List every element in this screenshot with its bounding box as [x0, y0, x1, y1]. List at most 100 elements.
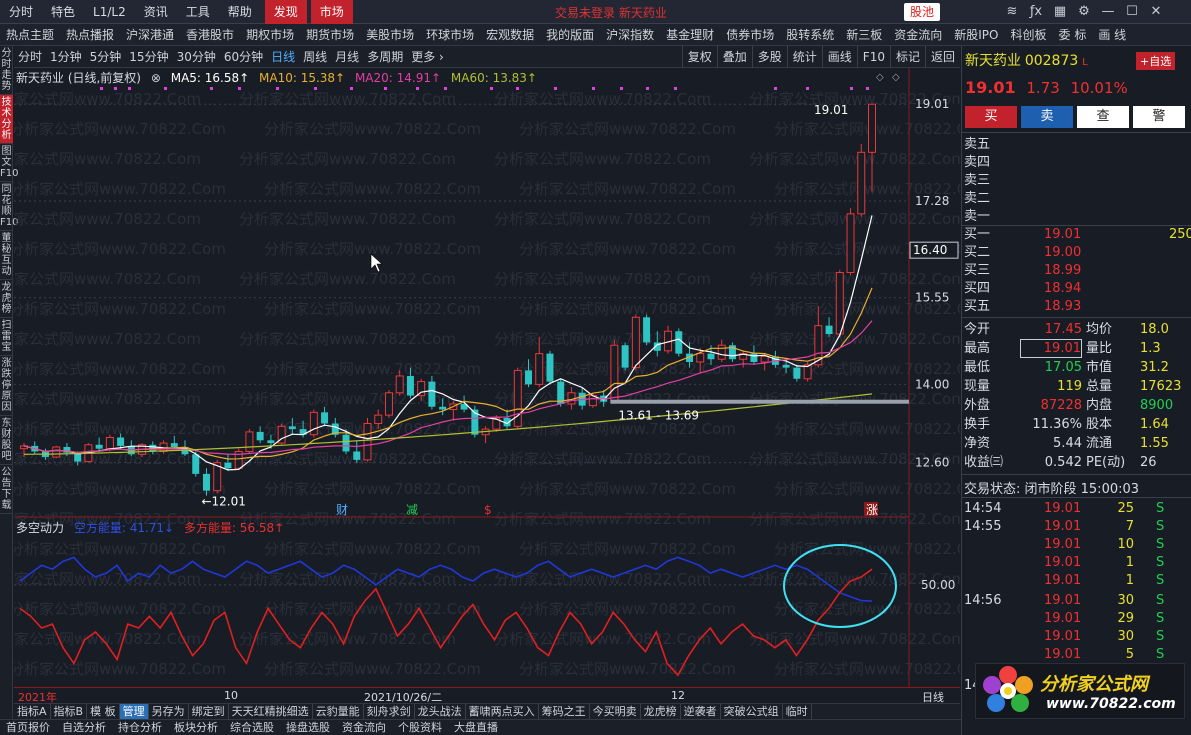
period-fenshi[interactable]: 分时	[18, 49, 43, 64]
menu-item-shichang[interactable]: 市场	[310, 0, 353, 24]
bottom-nav-item[interactable]: 板块分析	[174, 720, 218, 734]
tool-tongji[interactable]: 统计	[786, 45, 822, 68]
tool-diejia[interactable]: 叠加	[716, 45, 752, 68]
bottom-nav-item[interactable]: 持仓分析	[118, 720, 162, 734]
nav-item[interactable]: 期权市场	[246, 27, 295, 42]
indicator-tab[interactable]: 临时	[783, 704, 812, 719]
left-tab[interactable]: 图文F10	[0, 144, 18, 182]
nav-item[interactable]: 热点主题	[6, 27, 55, 42]
query-button[interactable]: 查	[1077, 106, 1129, 128]
stock-pool-button[interactable]: 股池	[904, 3, 941, 21]
nav-item[interactable]: 股转系统	[786, 27, 835, 42]
menu-item-fenshi[interactable]: 分时	[9, 4, 34, 19]
left-tab[interactable]: 东财股吧	[0, 416, 13, 465]
layers-icon[interactable]: ≋	[1006, 4, 1018, 19]
period-60min[interactable]: 60分钟	[223, 49, 264, 64]
period-5min[interactable]: 5分钟	[89, 49, 122, 64]
tool-fanhui[interactable]: 返回	[924, 45, 960, 68]
indicator-tab[interactable]: 逆袭者	[681, 704, 721, 719]
menu-item-bangzhu[interactable]: 帮助	[227, 4, 252, 19]
indicator-tab[interactable]: 今买明卖	[590, 704, 641, 719]
bottom-nav-item[interactable]: 个股资料	[398, 720, 442, 734]
left-tab[interactable]: 龙虎榜	[0, 280, 13, 318]
event-mark[interactable]: $	[484, 503, 492, 517]
nav-item[interactable]: 债券市场	[726, 27, 775, 42]
nav-item[interactable]: 香港股市	[186, 27, 235, 42]
nav-item[interactable]: 新三板	[846, 27, 883, 42]
indicator-tab[interactable]: 突破公式组	[721, 704, 783, 719]
event-mark[interactable]: 减	[406, 503, 418, 517]
period-monthly[interactable]: 月线	[335, 49, 360, 64]
formula-icon[interactable]: ƒx	[1029, 4, 1043, 19]
indicator-tab[interactable]: 刻舟求剑	[364, 704, 415, 719]
bottom-nav-item[interactable]: 首页报价	[6, 720, 50, 734]
indicator-tab[interactable]: 绑定到	[189, 704, 229, 719]
indicator-tab[interactable]: 模 板	[87, 704, 120, 719]
nav-item[interactable]: 期货市场	[306, 27, 355, 42]
grid-icon[interactable]: ▦	[1053, 4, 1067, 19]
menu-item-gongju[interactable]: 工具	[185, 4, 210, 19]
event-mark[interactable]: 财	[336, 503, 348, 517]
indicator-tab[interactable]: 另存为	[149, 704, 189, 719]
left-tab[interactable]: 扫雷宝	[0, 318, 13, 356]
indicator-tab[interactable]: 天天红精挑细选	[229, 704, 313, 719]
event-mark[interactable]: 涨	[866, 502, 878, 517]
nav-item[interactable]: 我的版面	[546, 27, 595, 42]
period-daily[interactable]: 日线	[271, 49, 296, 64]
add-favorite-button[interactable]: +自选	[1136, 52, 1176, 70]
settings-icon[interactable]: ⚙	[1078, 4, 1090, 19]
tool-duogu[interactable]: 多股	[751, 45, 787, 68]
nav-item[interactable]: 美股市场	[366, 27, 415, 42]
period-15min[interactable]: 15分钟	[129, 49, 169, 64]
menu-item-faxian[interactable]: 发现	[264, 0, 307, 24]
indicator-tab[interactable]: 指标A	[14, 704, 51, 719]
bottom-nav-item[interactable]: 自选分析	[62, 720, 106, 734]
close-icon[interactable]: ✕	[1150, 4, 1162, 19]
indicator-tab[interactable]: 云豹量能	[313, 704, 364, 719]
indicator-tab[interactable]: 指标B	[51, 704, 88, 719]
left-tab[interactable]: 涨跌停原因	[0, 356, 13, 416]
tool-f10[interactable]: F10	[856, 45, 890, 68]
chevron-icon[interactable]: ⊗	[150, 71, 161, 85]
nav-item[interactable]: 画 线	[1098, 27, 1127, 42]
kline-chart[interactable]: 分析家公式网www.70822.Com 分析家公式网www.70822.Com 分析…	[14, 68, 960, 688]
bottom-nav-item[interactable]: 操盘选股	[286, 720, 330, 734]
menu-item-l1l2[interactable]: L1/L2	[93, 4, 126, 19]
period-1min[interactable]: 1分钟	[50, 49, 82, 64]
left-tab[interactable]: 董秘互动	[0, 231, 13, 280]
indicator-tab[interactable]: 龙头战法	[415, 704, 466, 719]
left-tab[interactable]: 公告下载	[0, 465, 13, 514]
nav-item[interactable]: 资金流向	[894, 27, 943, 42]
indicator-tab[interactable]: 管理	[119, 704, 149, 719]
indicator-tab[interactable]: 筹码之王	[539, 704, 590, 719]
buy-button[interactable]: 买	[965, 106, 1017, 128]
period-weekly[interactable]: 周线	[303, 49, 328, 64]
nav-item[interactable]: 环球市场	[426, 27, 475, 42]
menu-item-tese[interactable]: 特色	[51, 4, 76, 19]
sell-button[interactable]: 卖	[1021, 106, 1073, 128]
nav-item[interactable]: 沪深港通	[126, 27, 175, 42]
period-more[interactable]: 更多 ›	[411, 49, 444, 64]
bottom-nav-item[interactable]: 资金流向	[342, 720, 386, 734]
tool-biaoji[interactable]: 标记	[889, 45, 925, 68]
left-tab[interactable]: 技术分析	[0, 95, 13, 144]
period-30min[interactable]: 30分钟	[176, 49, 216, 64]
left-tab[interactable]: 分时走势	[0, 46, 13, 95]
period-multi[interactable]: 多周期	[367, 49, 404, 64]
tool-huaxian[interactable]: 画线	[821, 45, 857, 68]
maximize-icon[interactable]: ☐	[1126, 4, 1138, 19]
nav-item[interactable]: 基金理财	[666, 27, 715, 42]
indicator-tab[interactable]: 龙虎榜	[641, 704, 681, 719]
nav-item[interactable]: 热点播报	[66, 27, 115, 42]
bottom-nav-item[interactable]: 大盘直播	[454, 720, 498, 734]
nav-item[interactable]: 沪深指数	[606, 27, 655, 42]
nav-item[interactable]: 科创板	[1010, 27, 1047, 42]
indicator-tab[interactable]: 蓄啸两点买入	[466, 704, 539, 719]
nav-item[interactable]: 宏观数据	[486, 27, 535, 42]
bottom-nav-item[interactable]: 综合选股	[230, 720, 274, 734]
nav-item[interactable]: 新股IPO	[954, 27, 999, 42]
nav-item[interactable]: 委 标	[1058, 27, 1087, 42]
menu-item-zixun[interactable]: 资讯	[143, 4, 168, 19]
alert-button[interactable]: 警	[1133, 106, 1185, 128]
tool-fuquan[interactable]: 复权	[681, 45, 717, 68]
